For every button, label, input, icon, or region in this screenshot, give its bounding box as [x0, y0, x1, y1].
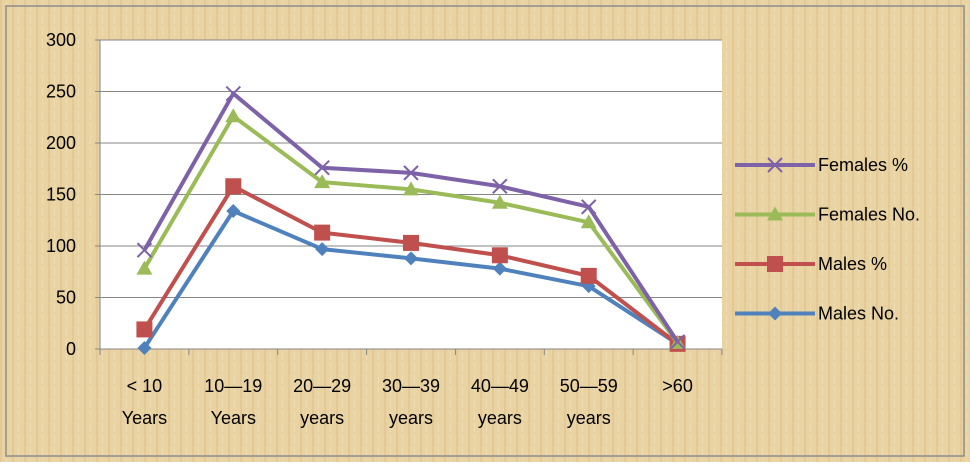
marker	[136, 321, 153, 338]
x-tick-label: 30—39 years	[382, 376, 440, 428]
marker	[137, 340, 152, 355]
chart-frame	[5, 5, 965, 457]
y-tick-label: 300	[46, 30, 76, 50]
x-tick-label-line: 30—39	[382, 376, 440, 396]
x-tick-label-line: 50—59	[560, 376, 618, 396]
x-tick-label-line: years	[300, 408, 344, 428]
marker	[491, 247, 508, 264]
x-tick-label: 50—59 years	[560, 376, 618, 428]
y-tick-label: 250	[46, 82, 76, 102]
marker	[403, 181, 419, 196]
marker	[767, 157, 783, 173]
x-tick-label: 10—19 Years	[204, 376, 262, 428]
marker	[315, 242, 330, 257]
x-tick-label: >60	[662, 376, 693, 396]
marker	[492, 261, 507, 276]
marker	[767, 256, 783, 272]
marker	[314, 160, 330, 176]
marker	[492, 178, 508, 194]
marker	[580, 267, 597, 284]
x-tick-label-line: 20—29	[293, 376, 351, 396]
marker	[580, 214, 597, 229]
marker	[136, 260, 153, 275]
marker	[136, 242, 153, 258]
marker	[581, 199, 597, 215]
y-tick-label: 0	[66, 339, 76, 359]
y-tick-label: 100	[46, 236, 76, 256]
x-tick-label: < 10 Years	[122, 376, 167, 428]
y-tick-label: 200	[46, 133, 76, 153]
marker	[225, 178, 242, 195]
marker	[314, 224, 331, 241]
y-tick-label: 150	[46, 185, 76, 205]
marker	[226, 203, 241, 218]
x-tick-label: 20—29 years	[293, 376, 351, 428]
marker	[491, 194, 508, 209]
legend-label: Males %	[818, 254, 887, 274]
y-tick-label: 50	[56, 288, 76, 308]
marker	[403, 234, 419, 251]
x-tick-label-line: Years	[211, 408, 256, 428]
x-tick-label-line: Years	[122, 408, 167, 428]
legend-label: Females %	[818, 155, 908, 175]
marker	[225, 85, 241, 102]
marker	[314, 174, 331, 189]
marker	[768, 306, 782, 321]
marker	[767, 206, 783, 221]
x-tick-label-line: 10—19	[204, 376, 262, 396]
x-tick-label-line: years	[478, 408, 522, 428]
x-tick-label-line: years	[389, 408, 433, 428]
x-tick-label-line: < 10	[127, 376, 163, 396]
marker	[225, 108, 242, 123]
legend-label: Males No.	[818, 304, 899, 324]
marker	[404, 251, 418, 266]
x-tick-label: 40—49 years	[471, 376, 529, 428]
legend-label: Females No.	[818, 205, 920, 225]
marker	[669, 334, 686, 350]
x-tick-label-line: years	[567, 408, 611, 428]
x-tick-label-line: 40—49	[471, 376, 529, 396]
marker	[403, 165, 419, 181]
